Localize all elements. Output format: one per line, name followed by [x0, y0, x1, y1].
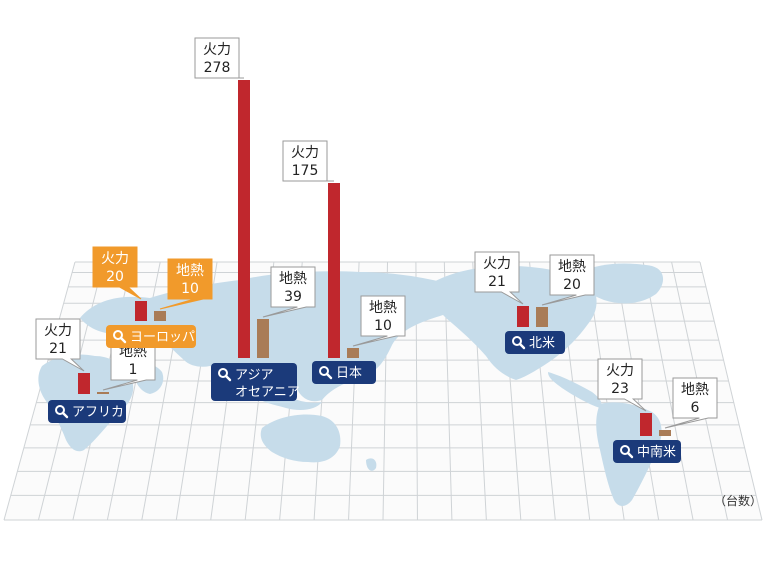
callout-series-name: 火力: [291, 145, 319, 161]
bar-north-america-geothermal: [536, 307, 548, 327]
callout-box: [664, 377, 718, 429]
bar-japan-geothermal: [347, 348, 359, 358]
callout-box: [35, 318, 85, 372]
region-button-africa[interactable]: アフリカ: [48, 400, 126, 423]
value-callouts: 火力 278 地熱 39 火力 175 地熱 10 火力 20 地熱 10 火力 21 地熱 1 火力 21 地熱 2…: [35, 37, 718, 429]
region-button-bg: [613, 440, 681, 463]
region-button-label: アフリカ: [72, 405, 124, 420]
region-button-label: ヨーロッパ: [130, 330, 195, 345]
callout-box: [474, 251, 524, 305]
callout-north-america-0: 火力 21: [474, 251, 524, 305]
australia-landmass: [260, 414, 341, 463]
search-icon: [113, 330, 127, 344]
callout-box: [541, 254, 595, 306]
bars-layer: [78, 80, 671, 436]
bar-north-america-thermal: [517, 306, 529, 327]
grid-line: [3, 261, 76, 521]
region-button-japan[interactable]: 日本: [312, 361, 376, 384]
callout-value: 39: [284, 289, 302, 305]
callout-series-name: 火力: [483, 256, 511, 272]
region-button-label: 中南米: [637, 444, 676, 460]
bar-latin-america-thermal: [640, 413, 652, 436]
callout-box: [597, 358, 647, 412]
callout-value: 1: [129, 362, 138, 378]
callout-value: 21: [49, 341, 67, 357]
search-icon: [55, 405, 69, 419]
region-button-latin-america[interactable]: 中南米: [613, 440, 681, 463]
callout-box: [262, 266, 316, 318]
callout-value: 6: [691, 400, 700, 416]
callout-series-name: 火力: [44, 323, 72, 339]
central-america: [548, 372, 602, 408]
region-button-label: 北米: [529, 336, 555, 351]
region-button-north-america[interactable]: 北米: [505, 331, 565, 354]
region-button-label: 日本: [336, 366, 362, 381]
callout-europe-1: 地熱 10: [159, 258, 213, 310]
callout-series-name: 火力: [203, 42, 231, 58]
callout-latin-america-1: 地熱 6: [664, 377, 718, 429]
callout-value: 23: [611, 381, 629, 397]
callout-value: 10: [181, 281, 199, 297]
callout-box: [194, 37, 244, 79]
callout-box: [159, 258, 213, 310]
callout-series-name: 地熱: [176, 263, 204, 279]
bar-japan-thermal: [328, 183, 340, 358]
callout-japan-0: 火力 175: [282, 140, 334, 182]
grid-line: [699, 261, 763, 521]
callout-value: 21: [488, 274, 506, 290]
callout-asia-1: 地熱 39: [262, 266, 316, 318]
callout-europe-0: 火力 20: [92, 246, 142, 300]
region-button-bg: [312, 361, 376, 384]
callout-box: [92, 246, 142, 300]
bar-europe-geothermal: [154, 311, 166, 321]
bar-asia-geothermal: [257, 319, 269, 358]
callout-north-america-1: 地熱 20: [541, 254, 595, 306]
callout-value: 20: [106, 269, 124, 285]
callout-value: 278: [204, 60, 231, 76]
callout-value: 20: [563, 277, 581, 293]
unit-note: （台数）: [714, 493, 762, 508]
grid-line: [642, 261, 694, 521]
callout-series-name: 地熱: [558, 259, 586, 275]
callout-series-name: 地熱: [279, 271, 307, 287]
bar-asia-thermal: [238, 80, 250, 358]
callout-box: [352, 295, 406, 347]
callout-series-name: 地熱: [681, 382, 709, 398]
bar-africa-geothermal: [97, 392, 109, 394]
region-button-europe[interactable]: ヨーロッパ: [106, 325, 196, 348]
region-button-bg: [211, 363, 297, 401]
callout-africa-0: 火力 21: [35, 318, 85, 372]
search-icon: [218, 368, 232, 382]
bar-latin-america-geothermal: [659, 430, 671, 436]
region-button-label: アジア: [235, 368, 273, 383]
callout-box: [282, 140, 334, 182]
region-button-bg: [505, 331, 565, 354]
bar-africa-thermal: [78, 373, 90, 394]
greenland: [580, 263, 664, 304]
region-button-bg: [106, 325, 196, 348]
region-button-label: オセアニア: [235, 385, 300, 400]
callout-series-name: 地熱: [369, 300, 397, 316]
callout-japan-1: 地熱 10: [352, 295, 406, 347]
bar-europe-thermal: [135, 301, 147, 321]
search-icon: [319, 366, 333, 380]
callout-series-name: 火力: [606, 363, 634, 379]
new-zealand: [366, 458, 377, 471]
search-icon: [512, 336, 526, 350]
search-icon: [620, 445, 634, 459]
callout-value: 10: [374, 318, 392, 334]
callout-asia-0: 火力 278: [194, 37, 244, 79]
callout-value: 175: [292, 163, 319, 179]
callout-latin-america-0: 火力 23: [597, 358, 647, 412]
callout-series-name: 火力: [101, 251, 129, 267]
